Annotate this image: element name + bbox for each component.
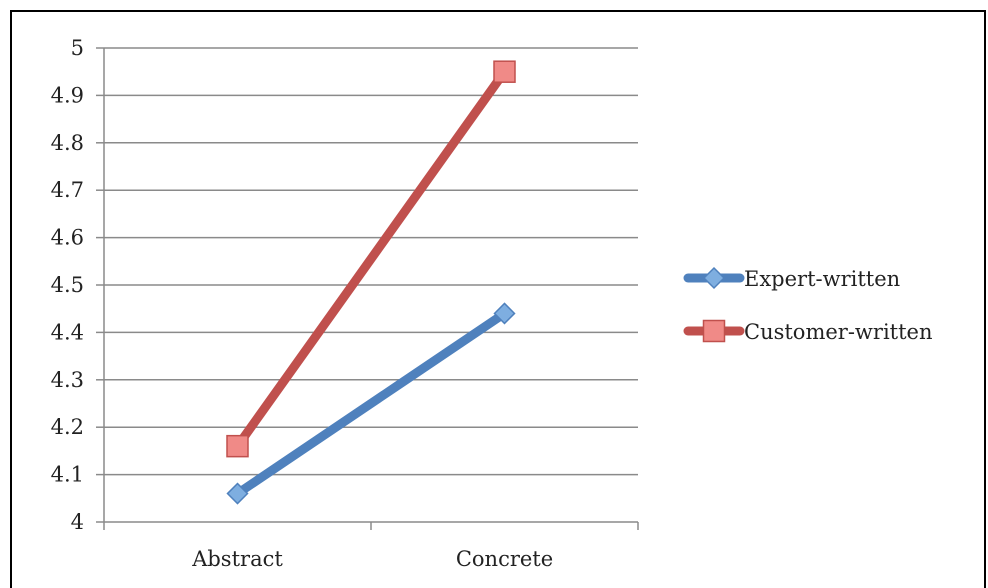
legend-marker	[702, 319, 726, 343]
gridlines	[104, 47, 638, 476]
legend-label: Expert-written	[744, 267, 900, 291]
y-tick-label: 4.8	[51, 131, 84, 155]
y-tick-label: 4.1	[51, 463, 84, 487]
y-tick-label: 4	[71, 510, 84, 534]
x-tick-label: Concrete	[456, 547, 553, 571]
x-tick-label: Abstract	[191, 547, 283, 571]
legend: Expert-written Customer-written	[683, 266, 933, 344]
series-line	[233, 67, 509, 451]
axes	[96, 47, 639, 530]
chart-frame	[10, 10, 986, 588]
data-point	[226, 482, 249, 505]
y-tick-label: 4.2	[51, 415, 84, 439]
y-tick-label: 4.6	[51, 226, 84, 250]
legend-marker	[702, 266, 726, 290]
y-tick-label: 5	[71, 36, 84, 60]
data-point	[226, 434, 249, 458]
series-line	[233, 308, 509, 499]
series-group	[226, 60, 516, 505]
data-point	[493, 60, 516, 83]
y-tick-label: 4.3	[51, 368, 84, 392]
y-tick-label: 4.5	[51, 273, 84, 297]
legend-label: Customer-written	[744, 320, 933, 344]
y-tick-label: 4.7	[51, 178, 84, 202]
x-tick-labels: Abstract Concrete	[191, 547, 553, 571]
data-point	[493, 302, 516, 325]
y-tick-label: 4.9	[51, 83, 84, 107]
y-tick-label: 4.4	[51, 320, 84, 344]
y-tick-labels: 4 4.1 4.2 4.3 4.4 4.5 4.6 4.7 4.8 4.9 5	[51, 36, 84, 534]
